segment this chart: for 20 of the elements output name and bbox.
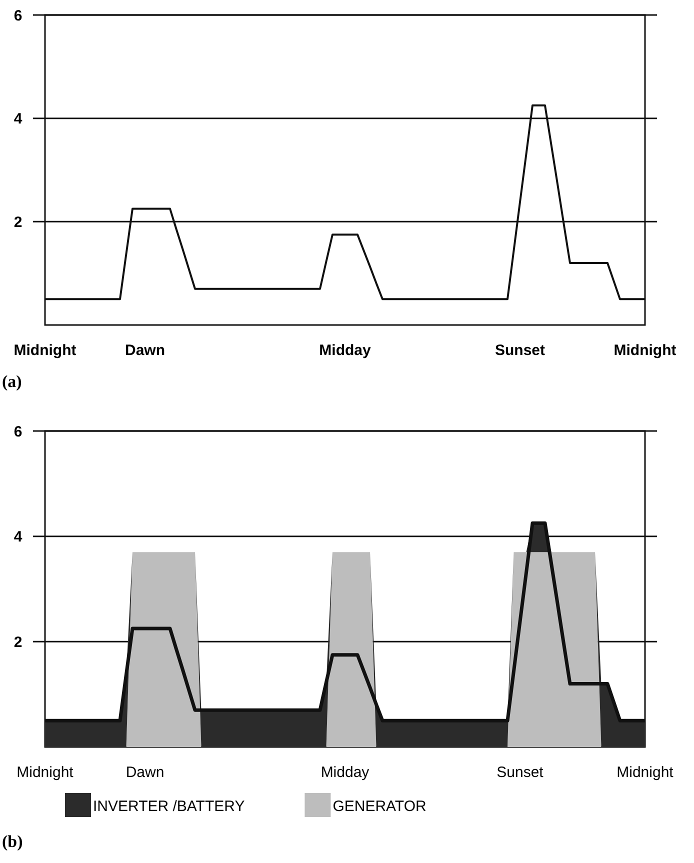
x-tick-label: Midnight (614, 342, 676, 359)
text: (b) (2, 832, 23, 851)
y-tick-label: 4 (14, 110, 23, 128)
y-tick-label: 2 (14, 634, 22, 651)
text: (a) (2, 372, 22, 391)
legend-label: GENERATOR (332, 798, 426, 815)
x-tick-label: Midday (319, 342, 372, 359)
x-tick-label: Sunset (496, 764, 544, 781)
x-tick-label: Sunset (494, 342, 546, 359)
x-tick-label: Midday (320, 764, 370, 781)
y-tick-label: 6 (14, 423, 22, 440)
y-tick-label: 2 (14, 214, 22, 231)
y-tick-label: 4 (14, 528, 23, 546)
x-tick-label: Dawn (126, 764, 164, 781)
x-tick-label: Dawn (124, 342, 166, 359)
x-tick-label: Midnight (14, 342, 76, 359)
y-tick-label: 6 (14, 7, 22, 24)
legend-label: INVERTER /BATTERY (93, 798, 245, 815)
x-tick-label: Midnight (16, 764, 74, 781)
x-tick-label: Midnight (616, 764, 674, 781)
